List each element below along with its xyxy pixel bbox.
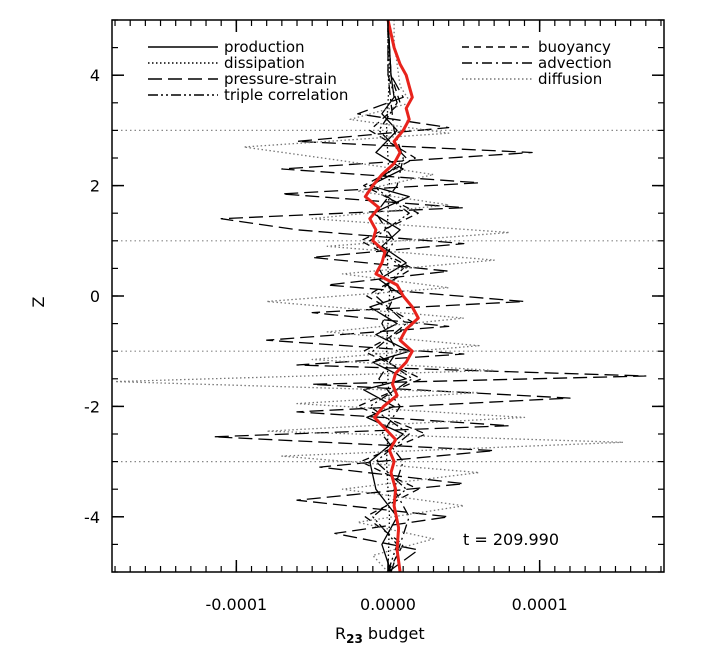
x-axis-label-subscript: 23 xyxy=(346,632,363,646)
series-line-dissipation xyxy=(385,19,391,573)
x-tick-label: 0.0000 xyxy=(360,595,416,614)
series-line-buoyancy xyxy=(357,19,427,573)
legend-item-diffusion: diffusion xyxy=(462,70,602,88)
legend-label: production xyxy=(224,38,305,56)
series-line-pressure-strain xyxy=(212,19,647,573)
y-tick-label: 4 xyxy=(90,66,100,85)
legend-label: advection xyxy=(538,54,612,72)
y-tick-label: 0 xyxy=(90,287,100,306)
legend-item-pressure-strain: pressure-strain xyxy=(148,70,337,88)
legend-label: diffusion xyxy=(538,70,602,88)
legend-item-production: production xyxy=(148,38,305,56)
series-line-red-curve xyxy=(363,19,420,573)
y-tick-label: -2 xyxy=(84,397,100,416)
x-tick-label: 0.0001 xyxy=(512,595,568,614)
legend-item-triple-correlation: triple correlation xyxy=(148,86,348,104)
time-label: t = 209.990 xyxy=(463,530,559,549)
legend-item-dissipation: dissipation xyxy=(148,54,305,72)
grid-lines xyxy=(112,129,664,463)
legend-label: triple correlation xyxy=(224,86,348,104)
x-axis-label-rest: budget xyxy=(363,624,425,643)
series-group xyxy=(114,19,647,573)
x-tick-label: -0.0001 xyxy=(205,595,267,614)
axes: -0.0001 0.0000 0.0001 -4 -2 0 2 4 xyxy=(84,19,665,614)
x-axis-label: R23 budget xyxy=(335,624,425,646)
y-axis-label: Z xyxy=(29,296,48,307)
legend: productiondissipationpressure-straintrip… xyxy=(148,38,612,104)
y-tick-label: 2 xyxy=(90,177,100,196)
legend-item-advection: advection xyxy=(462,54,612,72)
y-tick-label: -4 xyxy=(84,508,100,527)
legend-label: dissipation xyxy=(224,54,305,72)
legend-label: buoyancy xyxy=(538,38,611,56)
x-axis-label-main: R xyxy=(335,624,346,643)
plot-frame xyxy=(111,19,665,573)
legend-item-buoyancy: buoyancy xyxy=(462,38,611,56)
series-line-diffusion xyxy=(114,20,624,573)
legend-label: pressure-strain xyxy=(224,70,337,88)
